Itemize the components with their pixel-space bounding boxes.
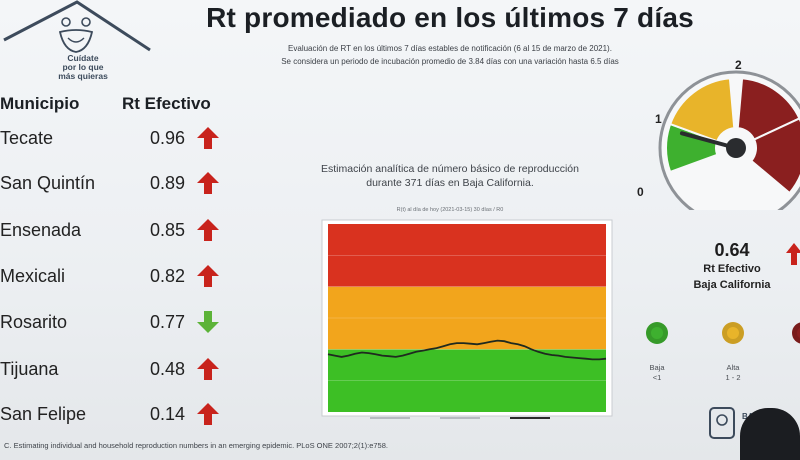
gauge-sector	[736, 77, 800, 141]
logo-line: por lo que	[62, 62, 104, 72]
legend-label-range: <1	[652, 373, 662, 382]
red-up-arrow-icon	[197, 358, 219, 380]
logo-line: más quieras	[58, 71, 108, 81]
table-row: Tecate 0.96	[0, 127, 240, 168]
municipio-name: San Quintín	[0, 173, 96, 193]
legend-label-line: Alta	[726, 363, 740, 372]
table-row: San Quintín 0.89	[0, 172, 240, 213]
gauge-tick-0: 0	[637, 185, 644, 199]
chart-legend-swatch	[370, 417, 410, 419]
chart-title: Estimación analítica de número básico de…	[270, 162, 630, 190]
legend-label: Alta 1 - 2	[713, 363, 753, 383]
column-header-municipio: Municipio	[0, 94, 80, 113]
municipio-name: Tecate	[0, 128, 54, 148]
gauge-value: 0.64	[714, 240, 750, 260]
legend-label: M	[783, 363, 800, 373]
chart-band	[328, 224, 606, 287]
column-header-rt: Rt Efectivo	[122, 94, 211, 113]
legend-label-range: 1 - 2	[725, 373, 741, 382]
gauge-tick-2: 2	[735, 58, 742, 72]
rt-value: 0.48	[150, 359, 186, 379]
legend-label-line: Baja	[649, 363, 665, 372]
legend-dot	[722, 322, 744, 344]
baja-california-logo-icon	[709, 407, 735, 439]
house-logo-icon	[3, 0, 151, 53]
gauge-sector	[749, 117, 800, 195]
page-title: Rt promediado en los últimos 7 días	[206, 2, 694, 33]
logo-line: Cuídate	[67, 53, 99, 63]
table-row: Tijuana 0.48	[0, 358, 240, 399]
legend-dot	[646, 322, 668, 344]
municipio-name: Tijuana	[0, 359, 59, 379]
presenter-silhouette	[740, 408, 800, 460]
chart-legend-swatch	[440, 417, 480, 419]
chart-legend-swatch	[510, 417, 550, 419]
gauge-sector	[668, 77, 736, 143]
chart-title-line: Estimación analítica de número básico de…	[321, 163, 579, 175]
gauge-region: Baja California	[693, 279, 771, 291]
rt-value: 0.82	[150, 266, 186, 286]
green-down-arrow-icon	[197, 311, 219, 333]
rt-value: 0.77	[150, 312, 186, 332]
subtitle-incubation: Se considera un periodo de incubación pr…	[281, 57, 619, 66]
table-row: Mexicali 0.82	[0, 265, 240, 306]
chart-band	[328, 286, 606, 350]
table-row: Rosarito 0.77	[0, 311, 240, 352]
municipio-name: Mexicali	[0, 266, 66, 286]
gauge-label: Rt Efectivo	[703, 263, 761, 275]
rt-line-chart	[321, 219, 613, 419]
table-row: Ensenada 0.85	[0, 219, 240, 260]
legend-dot	[792, 322, 800, 344]
red-up-arrow-icon	[197, 172, 219, 194]
municipio-name: San Felipe	[0, 404, 87, 424]
red-up-arrow-icon	[197, 127, 219, 149]
chart-band	[328, 349, 606, 412]
gauge-hub	[726, 138, 746, 158]
table-row: San Felipe 0.14	[0, 403, 240, 444]
legend-label-line: M	[783, 363, 800, 373]
rt-value: 0.85	[150, 220, 186, 240]
municipio-name: Ensenada	[0, 220, 82, 240]
legend-label: Baja <1	[637, 363, 677, 383]
chart-subtitle: R(t) al día de hoy (2021-03-15) 30 días …	[396, 207, 504, 213]
municipio-name: Rosarito	[0, 312, 68, 332]
rt-series-line	[327, 339, 607, 361]
red-up-arrow-icon	[197, 219, 219, 241]
subtitle-evaluation: Evaluación de RT en los últimos 7 días e…	[288, 44, 612, 53]
red-up-arrow-icon	[197, 265, 219, 287]
rt-value: 0.96	[150, 128, 186, 148]
red-up-arrow-icon	[786, 243, 800, 265]
red-up-arrow-icon	[197, 403, 219, 425]
chart-title-line: durante 371 días en Baja California.	[366, 177, 534, 189]
logo-text: Cuídate por lo que más quieras	[48, 54, 118, 81]
rt-value: 0.89	[150, 173, 186, 193]
rt-value: 0.14	[150, 404, 186, 424]
gauge-tick-1: 1	[655, 112, 662, 126]
citation-footer: C. Estimating individual and household r…	[4, 441, 388, 450]
rt-gauge	[658, 70, 800, 210]
